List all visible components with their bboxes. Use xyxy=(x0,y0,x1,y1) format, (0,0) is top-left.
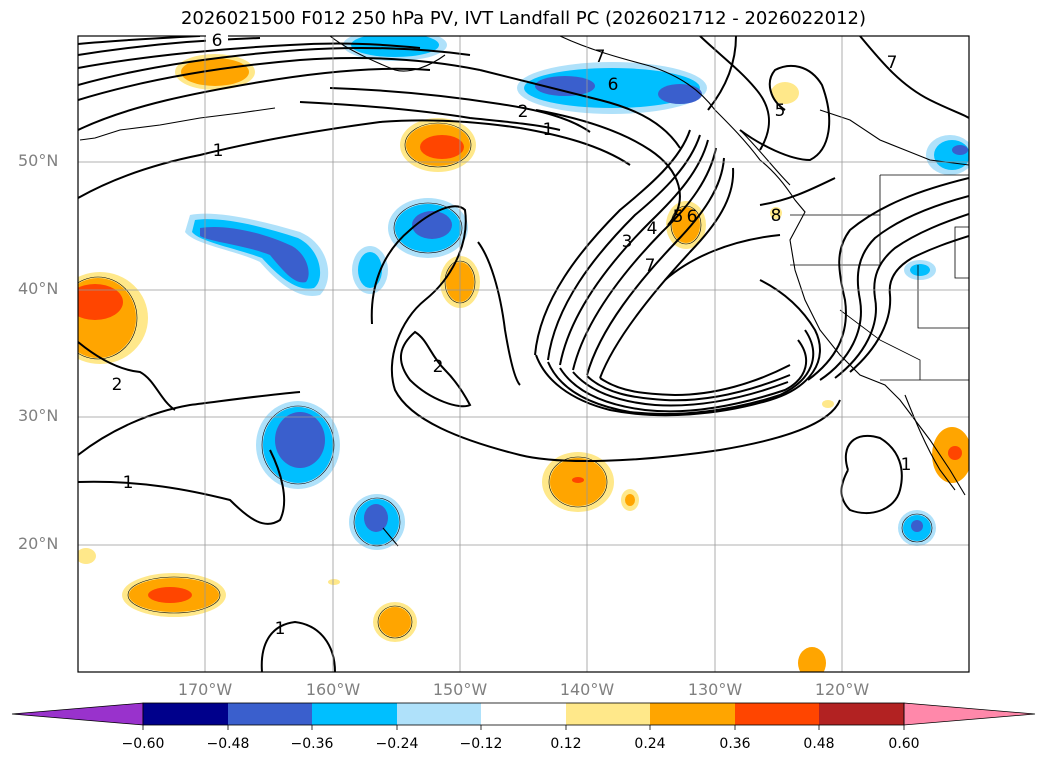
contour-label: 5 xyxy=(775,101,786,121)
lon-label: 150°W xyxy=(432,680,488,699)
contour-label: 8 xyxy=(771,206,782,226)
contour-label: 1 xyxy=(213,141,224,161)
map-title: 2026021500 F012 250 hPa PV, IVT Landfall… xyxy=(180,8,867,29)
colorbar-bin xyxy=(650,703,735,725)
contour-label: 1 xyxy=(123,473,134,493)
lat-label: 50°N xyxy=(18,151,59,170)
colorbar-bin xyxy=(735,703,819,725)
pv-contours xyxy=(78,36,969,672)
colorbar-bin xyxy=(397,703,481,725)
contour-label: 7 xyxy=(645,256,656,276)
shading-outlines xyxy=(78,122,933,639)
contour-label: 2 xyxy=(112,375,123,395)
colorbar-extend-low xyxy=(11,702,144,726)
lon-label: 140°W xyxy=(559,680,615,699)
contour-label-group: 6 7 6 2 1 7 5 1 3 4 5 6 7 8 2 2 1 1 1 1 xyxy=(112,31,912,639)
lon-label: 130°W xyxy=(687,680,743,699)
colorbar-bin xyxy=(312,703,397,725)
contour-label: 2 xyxy=(518,102,529,122)
contour-label: 5 xyxy=(673,207,684,227)
colorbar-tick-label: −0.12 xyxy=(459,736,503,752)
state-borders xyxy=(790,174,969,381)
colorbar-tick-label: −0.48 xyxy=(206,736,250,752)
contour-label: 1 xyxy=(901,455,912,475)
colorbar-tick-label: 0.12 xyxy=(550,736,582,752)
contour-label: 7 xyxy=(887,53,898,73)
contour-label: 1 xyxy=(275,619,286,639)
colorbar-bin xyxy=(228,703,312,725)
colorbar-tick-label: 0.60 xyxy=(888,736,920,752)
colorbar-tick-label: −0.24 xyxy=(375,736,419,752)
gridlines xyxy=(78,36,969,672)
colorbar-bin xyxy=(143,703,228,725)
contour-label: 3 xyxy=(622,232,633,252)
colorbar-bin xyxy=(819,703,904,725)
lat-label: 20°N xyxy=(18,534,59,553)
colorbar-tick-label: 0.36 xyxy=(719,736,751,752)
map-frame xyxy=(77,35,970,673)
contour-label: 6 xyxy=(608,75,619,95)
lat-label: 40°N xyxy=(18,279,59,298)
contour-label: 6 xyxy=(687,207,698,227)
lon-label: 170°W xyxy=(177,680,233,699)
lon-label: 120°W xyxy=(814,680,870,699)
contour-label: 1 xyxy=(543,120,554,140)
colorbar-bin xyxy=(566,703,650,725)
coastlines xyxy=(79,36,969,547)
colorbar-tick-label: 0.48 xyxy=(803,736,835,752)
colorbar-tick-label: −0.60 xyxy=(121,736,165,752)
contour-label: 7 xyxy=(595,47,606,67)
colorbar-tick-label: 0.24 xyxy=(634,736,666,752)
contour-label: 6 xyxy=(212,31,223,51)
lat-label: 30°N xyxy=(18,406,59,425)
colorbar-frame xyxy=(142,702,905,726)
lon-label: 160°W xyxy=(305,680,361,699)
colorbar-extend-high xyxy=(903,702,1036,726)
colorbar-bin xyxy=(481,703,566,725)
colorbar-tick-label: −0.36 xyxy=(290,736,334,752)
contour-label: 2 xyxy=(433,357,444,377)
colorbar xyxy=(11,702,1036,730)
map-background xyxy=(78,36,969,672)
contour-label: 4 xyxy=(647,219,658,239)
